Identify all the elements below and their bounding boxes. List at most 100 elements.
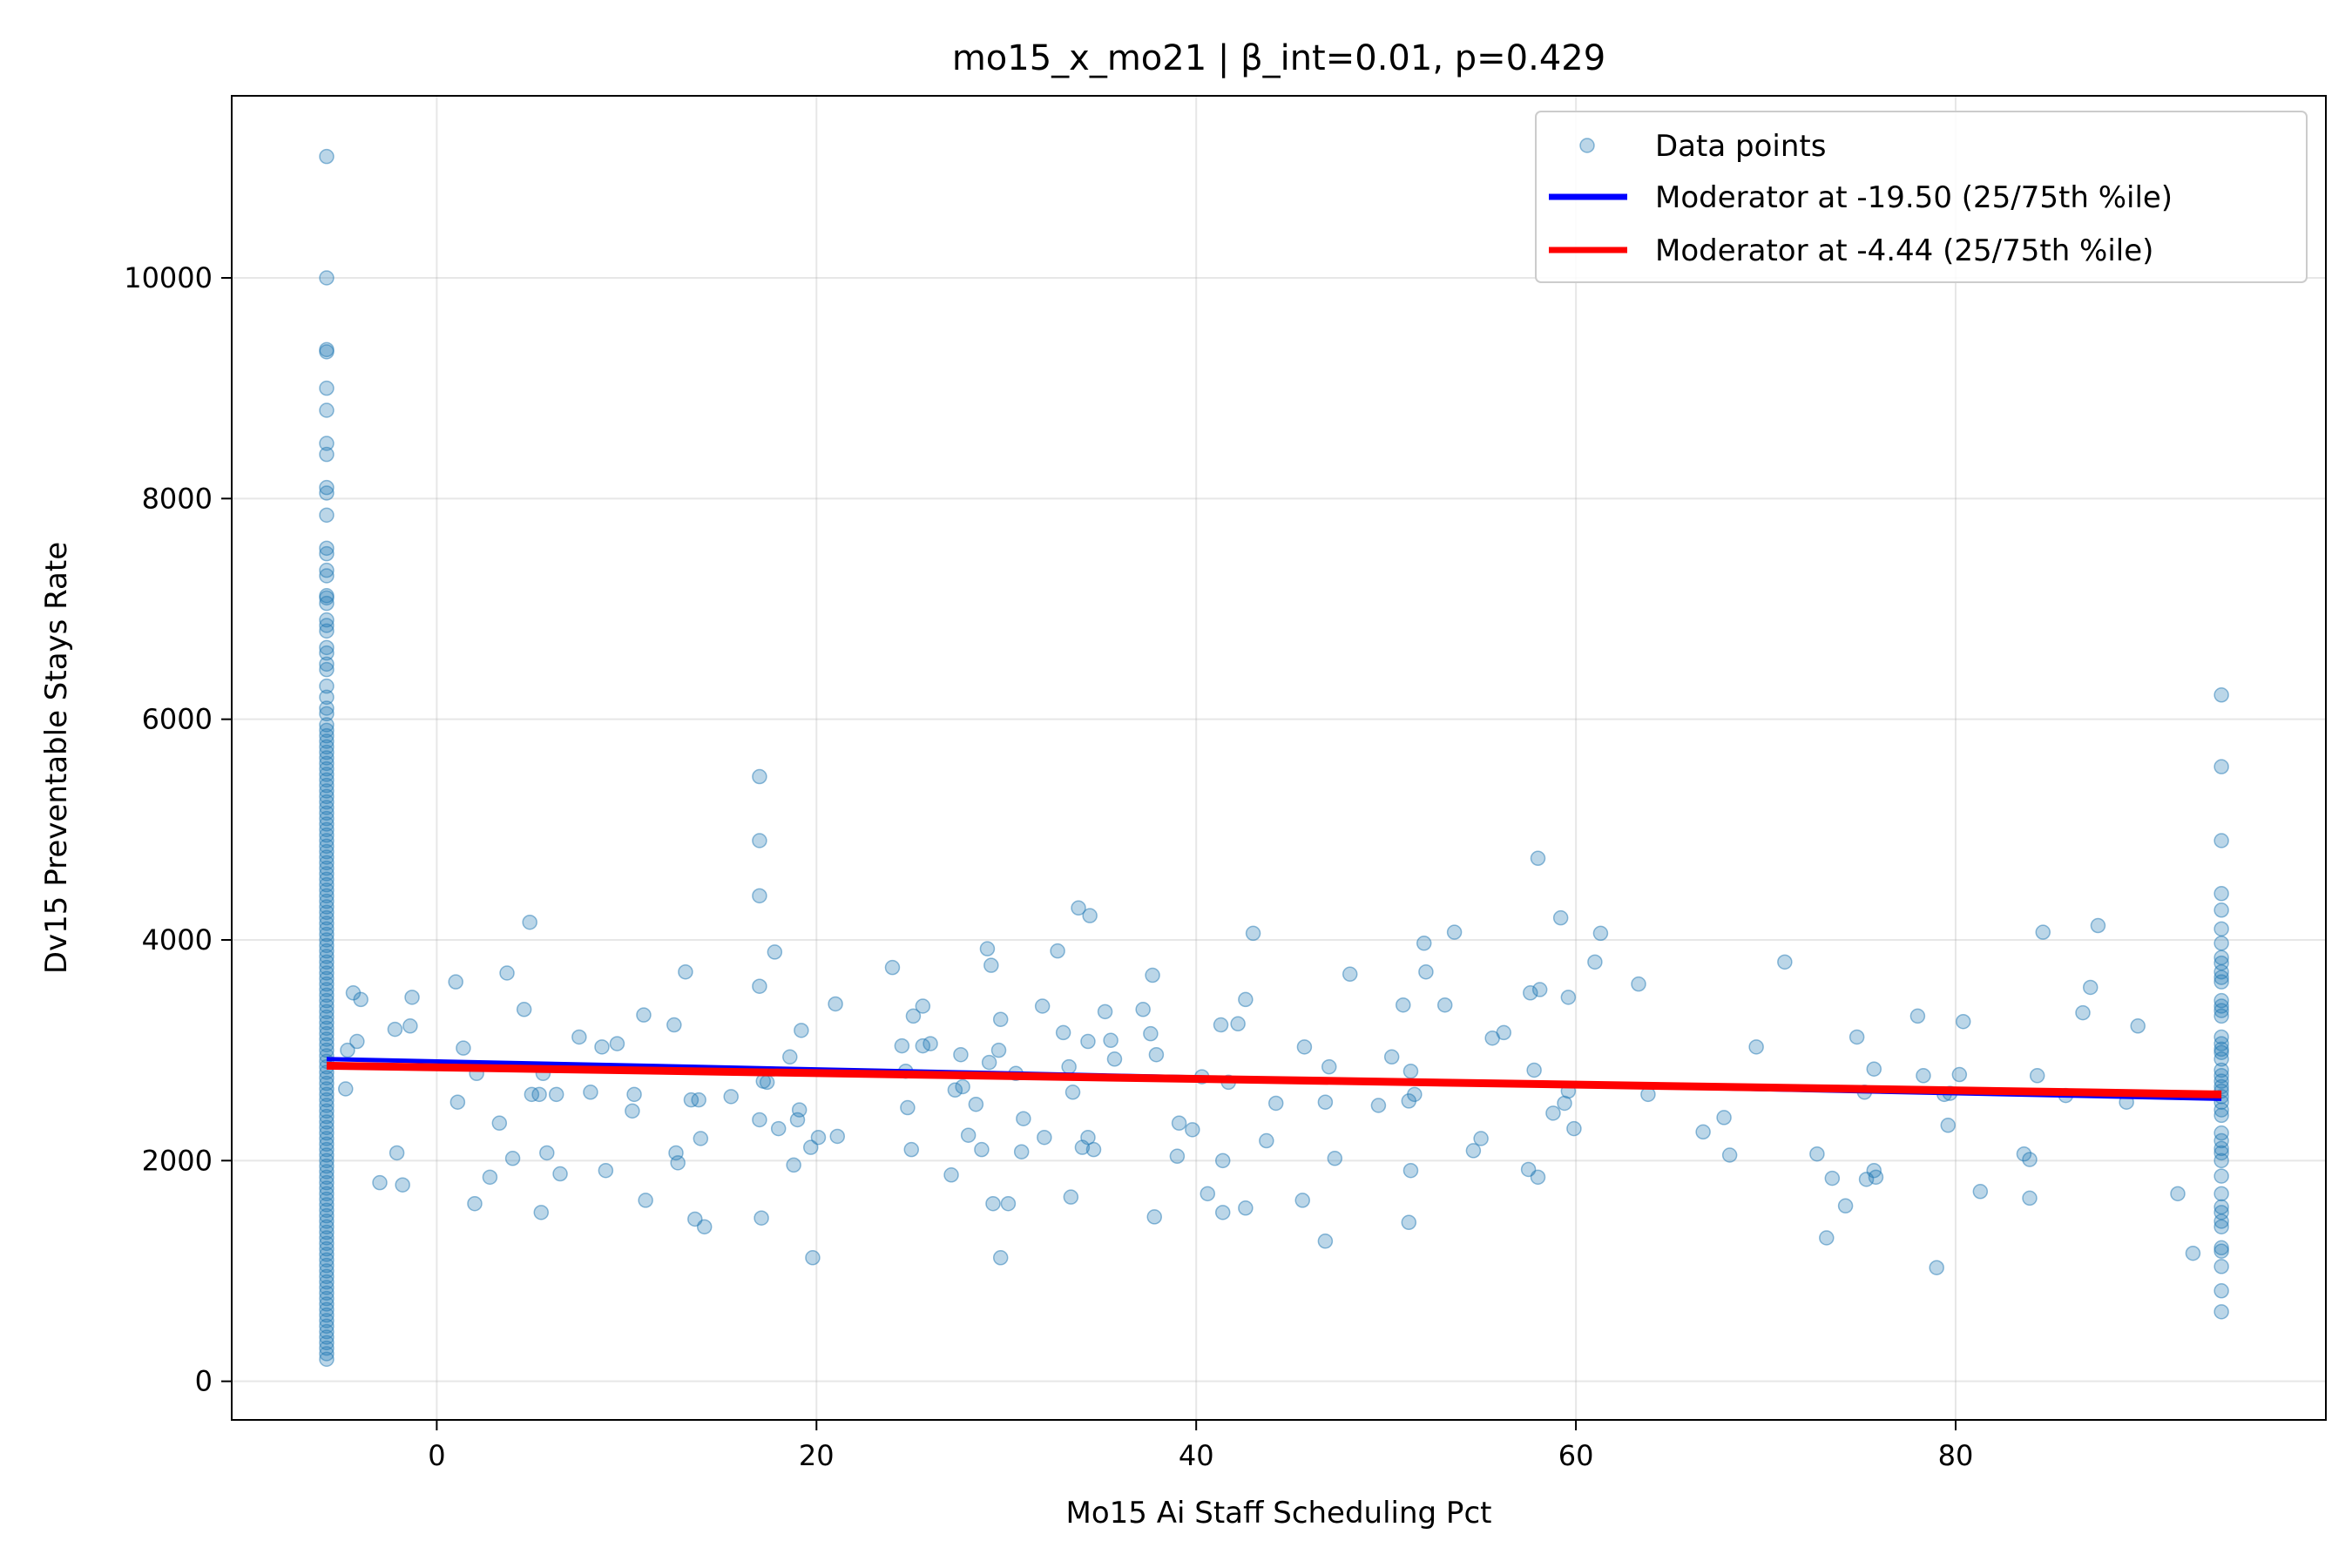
data-point xyxy=(1909,1008,1926,1024)
data-point xyxy=(2022,1152,2038,1167)
data-point xyxy=(319,485,335,501)
data-point xyxy=(319,1119,335,1136)
data-point xyxy=(319,810,335,827)
data-point xyxy=(2213,1068,2229,1084)
data-point xyxy=(319,1009,335,1025)
y-axis-ticks: 0 2000 4000 6000 8000 10000 xyxy=(124,261,232,1398)
data-point xyxy=(1407,1086,1423,1103)
data-point xyxy=(319,717,335,733)
data-point xyxy=(319,1307,335,1323)
data-point xyxy=(319,788,335,805)
data-point xyxy=(1321,1058,1337,1075)
data-point xyxy=(666,1017,682,1033)
y-tick-label: 4000 xyxy=(142,923,213,956)
data-points xyxy=(319,148,2229,1368)
data-point xyxy=(319,1247,335,1262)
data-point xyxy=(319,916,335,931)
data-point xyxy=(319,777,335,794)
data-point xyxy=(1082,908,1098,923)
data-point xyxy=(319,926,335,943)
data-point xyxy=(319,1025,335,1042)
data-point xyxy=(319,1103,335,1119)
y-axis-label: Dv15 Preventable Stays Rate xyxy=(39,542,74,974)
data-point xyxy=(319,678,335,694)
data-point xyxy=(2213,1168,2229,1184)
data-point xyxy=(2213,1186,2229,1202)
legend-marker-data-points xyxy=(1579,138,1595,153)
data-point xyxy=(1106,1051,1123,1067)
data-point xyxy=(319,1004,335,1020)
data-point xyxy=(319,1092,335,1108)
data-point xyxy=(1523,985,1538,1001)
data-point xyxy=(395,1177,410,1193)
data-point xyxy=(1587,954,1603,970)
data-point xyxy=(319,590,335,606)
data-point xyxy=(1560,990,1577,1005)
data-point xyxy=(319,744,335,760)
data-point xyxy=(319,1070,335,1086)
data-point xyxy=(1000,1195,1017,1212)
data-point xyxy=(319,1131,335,1146)
data-point xyxy=(983,957,999,973)
data-point xyxy=(319,479,335,496)
data-point xyxy=(2213,1213,2229,1229)
data-point xyxy=(1080,1033,1096,1050)
data-point xyxy=(448,974,463,990)
data-point xyxy=(2029,1068,2045,1084)
data-point xyxy=(319,1290,335,1307)
data-point xyxy=(552,1166,568,1182)
data-point xyxy=(1824,1170,1841,1186)
data-point xyxy=(319,860,335,876)
data-point xyxy=(319,970,335,987)
data-point xyxy=(2213,1140,2229,1157)
data-point xyxy=(571,1029,587,1045)
data-point xyxy=(522,914,537,930)
data-point xyxy=(1034,998,1051,1014)
data-point xyxy=(319,507,335,524)
data-point xyxy=(1837,1198,1854,1214)
data-point xyxy=(693,1131,709,1146)
data-point xyxy=(2213,687,2229,703)
data-point xyxy=(2170,1186,2186,1202)
data-point xyxy=(319,800,335,815)
x-tick-label: 80 xyxy=(1938,1439,1974,1472)
data-point xyxy=(1145,967,1160,983)
data-point xyxy=(794,1023,809,1038)
data-point xyxy=(1465,1143,1482,1159)
data-point xyxy=(491,1115,508,1132)
data-point xyxy=(2213,833,2229,848)
data-point xyxy=(1819,1230,1835,1246)
data-point xyxy=(1929,1260,1944,1275)
data-point xyxy=(1436,997,1453,1013)
y-tick-label: 6000 xyxy=(142,703,213,736)
data-point xyxy=(2090,917,2106,934)
data-point xyxy=(319,639,335,656)
data-point xyxy=(319,987,335,1004)
data-point xyxy=(1071,900,1086,916)
data-point xyxy=(974,1141,990,1158)
data-point xyxy=(2213,1125,2229,1141)
data-point xyxy=(319,446,335,463)
data-point xyxy=(900,1099,916,1116)
x-tick-label: 40 xyxy=(1179,1439,1214,1472)
data-point xyxy=(319,949,335,964)
data-point xyxy=(319,1313,335,1328)
data-point xyxy=(1530,1169,1546,1186)
data-point xyxy=(915,998,931,1014)
data-point xyxy=(319,1224,335,1240)
data-point xyxy=(319,1152,335,1169)
data-point xyxy=(1013,1144,1030,1159)
data-point xyxy=(2213,1283,2229,1299)
data-point xyxy=(319,772,335,788)
data-point xyxy=(1402,1063,1419,1079)
data-point xyxy=(319,661,335,678)
data-point xyxy=(2213,1219,2229,1235)
data-point xyxy=(319,899,335,915)
data-point xyxy=(319,1169,335,1186)
data-point xyxy=(1103,1032,1119,1049)
data-point xyxy=(759,1074,775,1091)
data-point xyxy=(319,888,335,904)
data-point xyxy=(786,1157,801,1173)
data-point xyxy=(1370,1098,1387,1113)
data-point xyxy=(2213,759,2229,774)
